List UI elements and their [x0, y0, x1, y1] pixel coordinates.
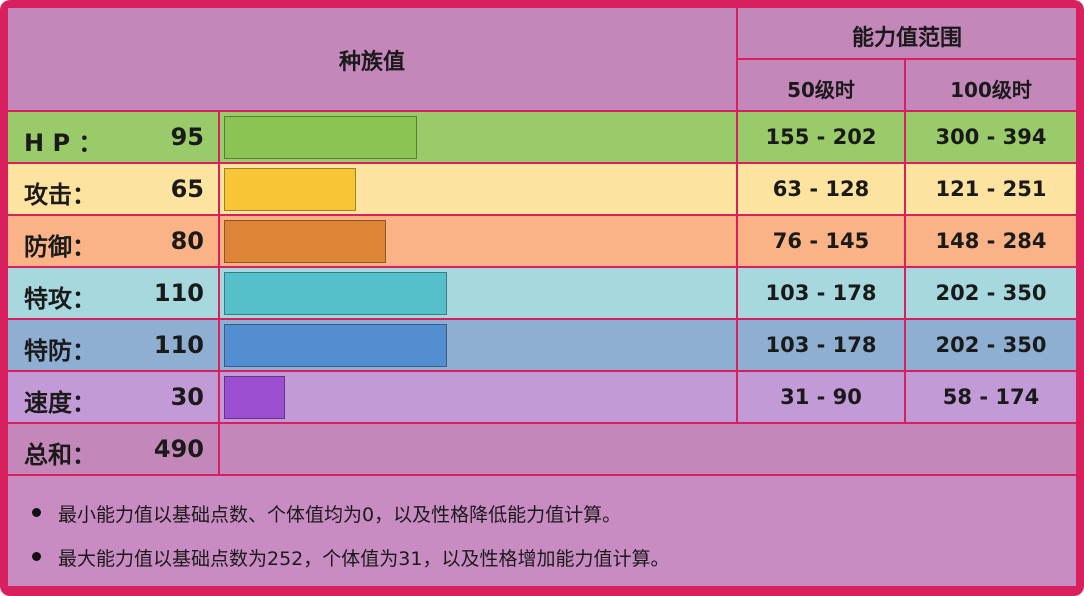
header-lv100: 100级时 — [950, 78, 1032, 102]
header-lv50: 50级时 — [787, 78, 855, 102]
lv50-range: 155 - 202 — [765, 125, 877, 149]
lv100-cell: 300 - 394 — [906, 112, 1076, 162]
lv100-range: 202 - 350 — [935, 281, 1047, 305]
stat-label: H P ： — [24, 129, 103, 157]
header-cell: 能力值范围 — [738, 8, 1076, 58]
label-cell: 特防： 110 — [8, 320, 218, 370]
bar-cell — [220, 268, 736, 318]
stat-bar — [224, 324, 448, 367]
lv100-cell: 202 - 350 — [906, 320, 1076, 370]
lv100-cell: 121 - 251 — [906, 164, 1076, 214]
stat-value: 110 — [153, 279, 204, 307]
lv50-cell: 103 - 178 — [738, 268, 904, 318]
bar-cell — [220, 112, 736, 162]
lv50-cell: 155 - 202 — [738, 112, 904, 162]
bar-cell — [220, 372, 736, 422]
lv50-cell: 103 - 178 — [738, 320, 904, 370]
header-range: 能力值范围 — [851, 26, 962, 51]
note: 最小能力值以基础点数、个体值均为0，以及性格降低能力值计算。 — [58, 504, 622, 526]
stat-label: 特防： — [24, 337, 96, 365]
lv50-cell: 76 - 145 — [738, 216, 904, 266]
label-cell: 攻击： 65 — [8, 164, 218, 214]
total-value: 490 — [153, 435, 204, 463]
notes-cell: 最小能力值以基础点数、个体值均为0，以及性格降低能力值计算。 最大能力值以基础点… — [8, 476, 1076, 586]
lv100-cell: 58 - 174 — [906, 372, 1076, 422]
stat-value: 30 — [170, 383, 204, 411]
lv50-range: 31 - 90 — [780, 385, 862, 409]
label-cell: 速度： 30 — [8, 372, 218, 422]
lv50-range: 63 - 128 — [772, 177, 870, 201]
lv100-range: 300 - 394 — [935, 125, 1047, 149]
bar-cell — [220, 164, 736, 214]
label-cell: 防御： 80 — [8, 216, 218, 266]
lv100-cell: 148 - 284 — [906, 216, 1076, 266]
lv100-range: 202 - 350 — [935, 333, 1047, 357]
lv50-range: 103 - 178 — [765, 281, 877, 305]
lv100-range: 58 - 174 — [942, 385, 1040, 409]
stat-label: 攻击： — [24, 181, 96, 209]
lv50-cell: 31 - 90 — [738, 372, 904, 422]
header-cell: 100级时 — [906, 60, 1076, 110]
bullet — [32, 552, 41, 561]
lv100-range: 148 - 284 — [935, 229, 1047, 253]
bullet — [32, 508, 41, 517]
header-cell: 种族值 — [8, 8, 736, 110]
stat-bar — [224, 376, 285, 419]
stat-bar — [224, 116, 417, 159]
stat-value: 110 — [153, 331, 204, 359]
note: 最大能力值以基础点数为252，个体值为31，以及性格增加能力值计算。 — [58, 548, 670, 570]
total-label-cell: 总和： 490 — [8, 424, 218, 474]
stat-bar — [224, 220, 387, 263]
stat-value: 80 — [170, 227, 204, 255]
stat-label: 特攻： — [24, 285, 96, 313]
bar-cell — [220, 320, 736, 370]
total-empty-cell — [220, 424, 1076, 474]
bar-cell — [220, 216, 736, 266]
stat-value: 65 — [170, 175, 204, 203]
header-base-stats: 种族值 — [338, 50, 405, 75]
lv50-range: 103 - 178 — [765, 333, 877, 357]
header-cell: 50级时 — [738, 60, 904, 110]
lv50-range: 76 - 145 — [772, 229, 870, 253]
lv100-range: 121 - 251 — [935, 177, 1047, 201]
total-label: 总和： — [24, 441, 96, 469]
stat-bar — [224, 168, 356, 211]
stat-value: 95 — [170, 123, 204, 151]
lv50-cell: 63 - 128 — [738, 164, 904, 214]
stat-bar — [224, 272, 448, 315]
label-cell: 特攻： 110 — [8, 268, 218, 318]
lv100-cell: 202 - 350 — [906, 268, 1076, 318]
label-cell: H P ： 95 — [8, 112, 218, 162]
stat-label: 速度： — [24, 389, 96, 417]
stat-label: 防御： — [24, 233, 96, 261]
